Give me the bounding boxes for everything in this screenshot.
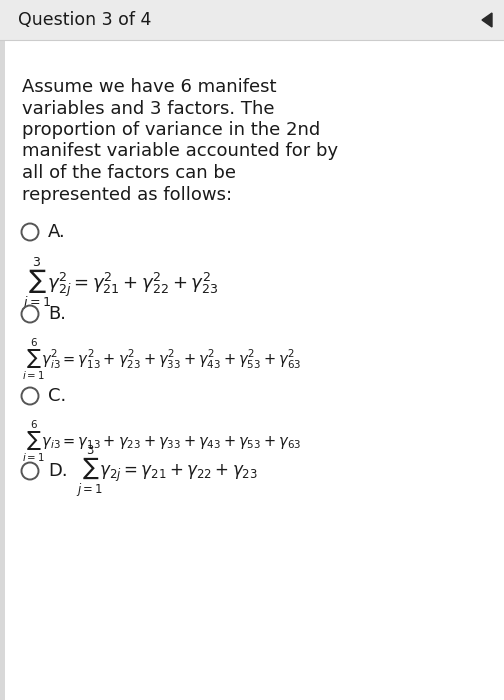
Polygon shape [482,13,492,27]
Text: Assume we have 6 manifest: Assume we have 6 manifest [22,78,277,96]
Text: D.: D. [48,462,68,480]
Text: $\sum^{3}_{j=1}\!\gamma^{2}_{2j} = \gamma^{2}_{21} + \gamma^{2}_{22} + \gamma^{2: $\sum^{3}_{j=1}\!\gamma^{2}_{2j} = \gamm… [22,255,218,312]
Text: proportion of variance in the 2nd: proportion of variance in the 2nd [22,121,320,139]
Text: C.: C. [48,387,66,405]
Text: manifest variable accounted for by: manifest variable accounted for by [22,143,338,160]
Text: represented as follows:: represented as follows: [22,186,232,204]
Text: B.: B. [48,305,66,323]
Bar [0,40,5,700]
Text: $\sum^{3}_{j=1}\!\gamma_{2j} = \gamma_{21} + \gamma_{22} + \gamma_{23}$: $\sum^{3}_{j=1}\!\gamma_{2j} = \gamma_{2… [76,443,258,498]
Text: $\sum^{6}_{i=1}\!\gamma^{2}_{i3} = \gamma^{2}_{13} + \gamma^{2}_{23} + \gamma^{2: $\sum^{6}_{i=1}\!\gamma^{2}_{i3} = \gamm… [22,337,301,382]
Text: $\sum^{6}_{i=1}\!\gamma_{i3} = \gamma_{13} + \gamma_{23} + \gamma_{33} + \gamma_: $\sum^{6}_{i=1}\!\gamma_{i3} = \gamma_{1… [22,419,301,464]
Bar [0,0,504,40]
Text: Question 3 of 4: Question 3 of 4 [18,11,151,29]
Text: A.: A. [48,223,66,241]
Text: all of the factors can be: all of the factors can be [22,164,236,182]
Text: variables and 3 factors. The: variables and 3 factors. The [22,99,275,118]
